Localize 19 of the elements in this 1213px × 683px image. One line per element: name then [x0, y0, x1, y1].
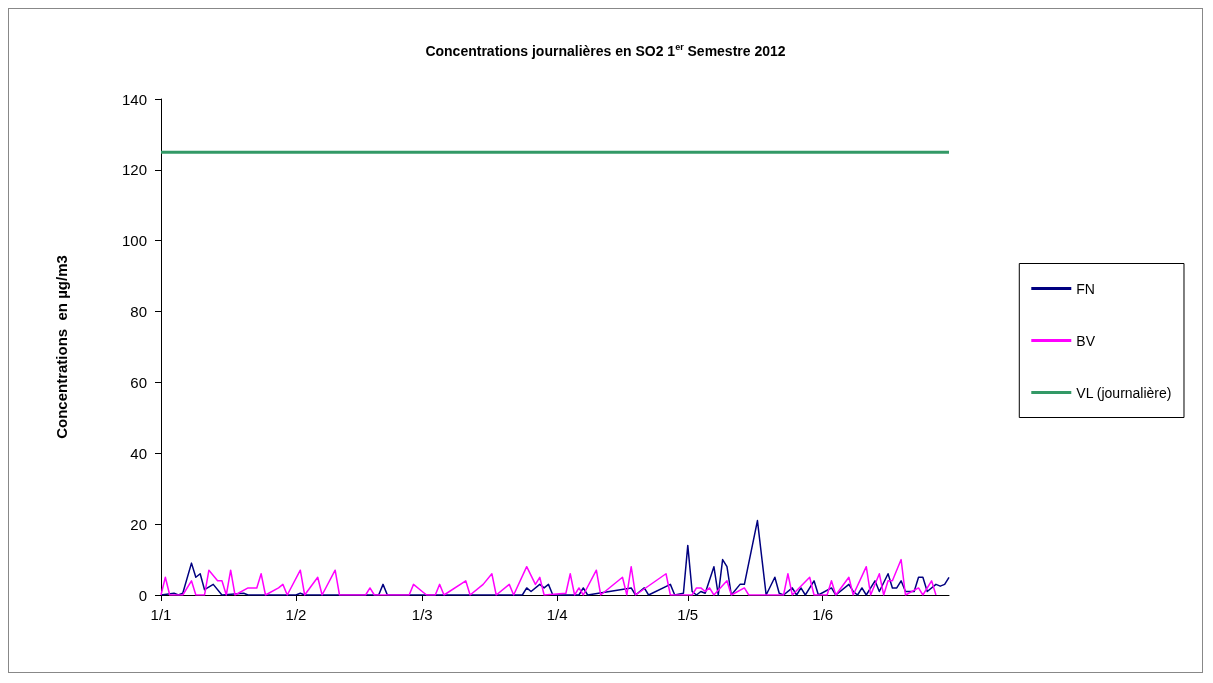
x-tick-label: 1/6 — [812, 606, 834, 623]
legend-label: BV — [1076, 332, 1096, 349]
y-tick-label: 120 — [121, 161, 147, 179]
x-tick-label: 1/1 — [150, 606, 172, 623]
y-tick-label: 100 — [121, 232, 147, 250]
y-tick-label: 20 — [130, 515, 147, 533]
y-tick-label: 60 — [130, 373, 147, 391]
x-tick-label: 1/2 — [285, 606, 307, 623]
x-tick-label: 1/3 — [411, 606, 433, 623]
y-tick-label: 0 — [138, 586, 147, 604]
line-series — [160, 558, 937, 596]
y-axis-title: Concentrations en µg/m3 — [53, 255, 70, 439]
legend-label: VL (journalière) — [1076, 384, 1172, 401]
y-tick-label: 40 — [130, 444, 147, 462]
y-tick-label: 80 — [130, 303, 147, 321]
x-tick-label: 1/5 — [677, 606, 699, 623]
legend-label: FN — [1076, 280, 1095, 297]
x-tick-label: 1/4 — [546, 606, 568, 623]
y-tick-label: 140 — [121, 90, 147, 108]
